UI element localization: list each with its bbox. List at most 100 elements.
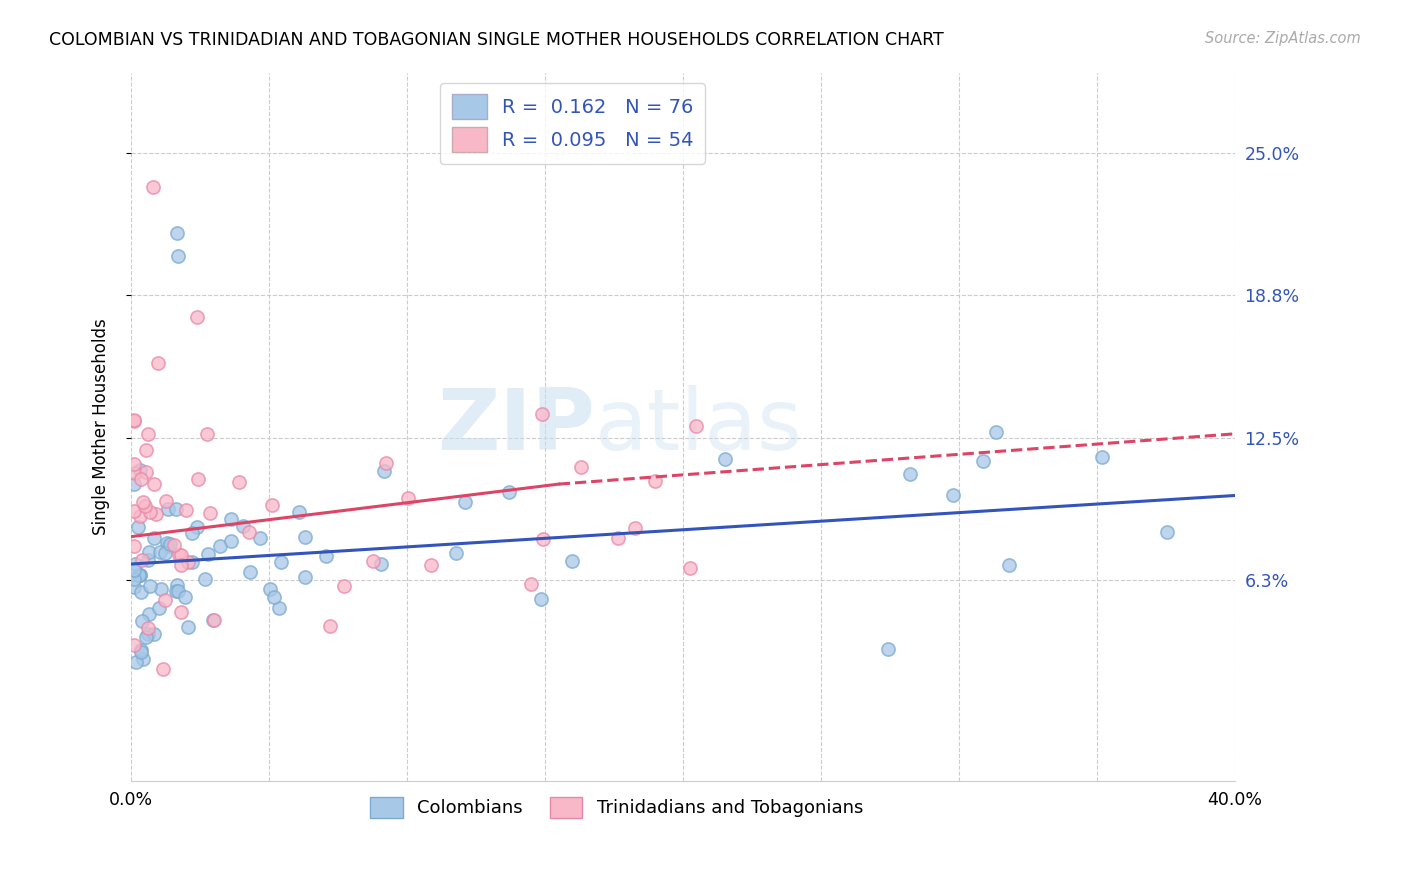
Point [232, 519, 254, 533]
Point [170, 558, 193, 572]
Point [498, 484, 520, 499]
Point [270, 555, 292, 569]
Point [986, 425, 1008, 439]
Point [122, 580, 145, 594]
Point [128, 568, 150, 582]
Point [333, 578, 356, 592]
Point [198, 506, 221, 520]
Point [396, 491, 419, 505]
Point [267, 601, 290, 615]
Point [259, 582, 281, 597]
Point [679, 560, 702, 574]
Point [531, 532, 554, 546]
Point [287, 505, 309, 519]
Point [148, 356, 170, 370]
Point [998, 558, 1021, 572]
Point [122, 563, 145, 577]
Point [150, 582, 173, 597]
Point [159, 537, 181, 551]
Point [136, 621, 159, 635]
Point [169, 548, 191, 562]
Point [155, 494, 177, 508]
Point [165, 584, 187, 599]
Point [186, 520, 208, 534]
Point [136, 552, 159, 566]
Point [127, 519, 149, 533]
Point [129, 584, 152, 599]
Point [125, 655, 148, 669]
Point [363, 554, 385, 568]
Point [134, 499, 156, 513]
Point [942, 488, 965, 502]
Point [202, 613, 225, 627]
Point [132, 652, 155, 666]
Point [122, 572, 145, 586]
Point [195, 427, 218, 442]
Point [569, 459, 592, 474]
Point [167, 249, 190, 263]
Point [607, 531, 630, 545]
Point [219, 512, 242, 526]
Point [136, 627, 159, 641]
Point [228, 475, 250, 490]
Point [1091, 450, 1114, 464]
Point [129, 472, 152, 486]
Point [129, 508, 152, 523]
Point [900, 467, 922, 482]
Point [142, 477, 165, 491]
Text: COLOMBIAN VS TRINIDADIAN AND TOBAGONIAN SINGLE MOTHER HOUSEHOLDS CORRELATION CHA: COLOMBIAN VS TRINIDADIAN AND TOBAGONIAN … [49, 31, 943, 49]
Point [131, 552, 153, 566]
Point [153, 546, 176, 560]
Point [444, 546, 467, 560]
Legend: Colombians, Trinidadians and Tobagonians: Colombians, Trinidadians and Tobagonians [363, 789, 870, 825]
Point [420, 558, 443, 572]
Point [122, 414, 145, 428]
Point [166, 578, 188, 592]
Point [136, 426, 159, 441]
Point [129, 463, 152, 477]
Point [122, 413, 145, 427]
Point [174, 590, 197, 604]
Point [238, 524, 260, 539]
Point [128, 568, 150, 582]
Point [124, 558, 146, 572]
Point [122, 504, 145, 518]
Point [124, 638, 146, 652]
Point [877, 641, 900, 656]
Point [370, 557, 392, 571]
Point [163, 538, 186, 552]
Text: atlas: atlas [595, 385, 803, 468]
Point [143, 531, 166, 545]
Y-axis label: Single Mother Households: Single Mother Households [93, 318, 110, 535]
Point [180, 555, 202, 569]
Point [142, 627, 165, 641]
Point [249, 531, 271, 545]
Point [208, 540, 231, 554]
Point [152, 662, 174, 676]
Point [138, 579, 160, 593]
Point [263, 591, 285, 605]
Text: ZIP: ZIP [437, 385, 595, 468]
Text: Source: ZipAtlas.com: Source: ZipAtlas.com [1205, 31, 1361, 46]
Point [135, 465, 157, 479]
Point [374, 457, 396, 471]
Point [714, 452, 737, 467]
Point [157, 539, 180, 553]
Point [122, 458, 145, 472]
Point [170, 549, 193, 563]
Point [156, 536, 179, 550]
Point [373, 464, 395, 478]
Point [132, 495, 155, 509]
Point [166, 584, 188, 599]
Point [174, 503, 197, 517]
Point [138, 607, 160, 621]
Point [149, 545, 172, 559]
Point [644, 474, 666, 488]
Point [176, 555, 198, 569]
Point [128, 568, 150, 582]
Point [156, 501, 179, 516]
Point [561, 554, 583, 568]
Point [155, 592, 177, 607]
Point [131, 645, 153, 659]
Point [454, 495, 477, 509]
